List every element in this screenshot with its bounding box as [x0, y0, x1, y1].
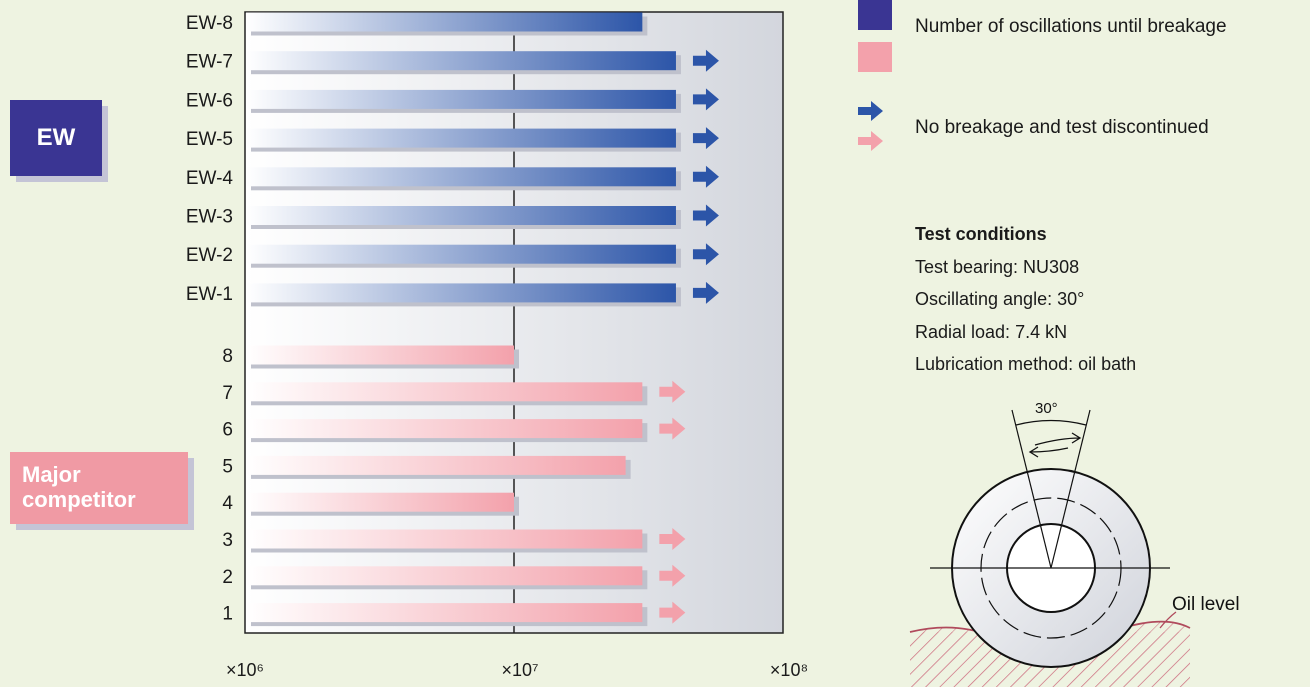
ew-bar-ew-6 [246, 89, 676, 109]
competitor-discontinued-arrow-icon-1 [659, 601, 686, 624]
ew-category-label-ew-1: EW-1 [186, 284, 233, 305]
competitor-category-label-7: 7 [222, 383, 233, 404]
ew-category-label-ew-3: EW-3 [186, 207, 233, 228]
ew-discontinued-arrow-icon-ew-6 [692, 88, 719, 111]
condition-radial-load: Radial load: 7.4 kN [915, 321, 1068, 342]
ew-discontinued-arrow-icon-ew-1 [692, 281, 719, 304]
ew-bar-ew-7 [246, 51, 676, 71]
competitor-category-label-6: 6 [222, 420, 233, 441]
competitor-bar-6 [246, 419, 643, 439]
ew-discontinued-arrow-icon-ew-7 [692, 49, 719, 72]
legend-arrow-ew-icon [858, 101, 883, 121]
test-conditions-title: Test conditions [915, 224, 1047, 244]
ew-category-label-ew-2: EW-2 [186, 245, 233, 266]
ew-bar-ew-8 [246, 12, 643, 32]
ew-discontinued-arrow-icon-ew-3 [692, 204, 719, 227]
condition-test-bearing: Test bearing: NU308 [915, 256, 1080, 277]
legend-swatch-ew [858, 0, 892, 30]
ew-discontinued-arrow-icon-ew-4 [692, 165, 719, 188]
competitor-bar-2 [246, 566, 643, 586]
competitor-bar-4 [246, 492, 514, 512]
ew-category-label-ew-8: EW-8 [186, 13, 233, 34]
ew-bar-ew-2 [246, 244, 676, 264]
angle-arc [1015, 419, 1087, 426]
ew-discontinued-arrow-icon-ew-2 [692, 243, 719, 266]
ew-group-label: EW [10, 100, 102, 176]
legend-swatch-competitor [858, 42, 892, 72]
oscillation-line-left [1011, 409, 1052, 569]
condition-lubrication-method: Lubrication method: oil bath [915, 354, 1137, 374]
ew-bar-ew-1 [246, 283, 676, 303]
competitor-category-label-5: 5 [222, 456, 233, 477]
competitor-category-label-2: 2 [222, 567, 233, 588]
ew-bar-ew-4 [246, 167, 676, 187]
competitor-category-label-1: 1 [222, 604, 233, 625]
competitor-category-label-4: 4 [222, 493, 233, 514]
ew-bar-ew-3 [246, 206, 676, 225]
oscillation-line-right [1050, 409, 1091, 569]
ew-category-label-ew-7: EW-7 [186, 52, 233, 73]
competitor-category-label-3: 3 [222, 530, 233, 551]
ew-category-label-ew-5: EW-5 [186, 129, 233, 150]
bearing-diagram: 30° Oil level [909, 400, 1240, 687]
x-tick-label-1: ×10⁷ [501, 660, 538, 680]
ew-discontinued-arrow-icon-ew-5 [692, 127, 719, 150]
competitor-bar-1 [246, 603, 643, 623]
legend-arrow-competitor-icon [858, 131, 883, 151]
competitor-discontinued-arrow-icon-7 [659, 380, 686, 403]
oscillation-arrow-icon [1028, 432, 1082, 458]
legend-breakage-label: Number of oscillations until breakage [915, 16, 1227, 37]
ew-bar-ew-5 [246, 128, 676, 148]
angle-label: 30° [1035, 400, 1058, 417]
competitor-bar-7 [246, 382, 643, 402]
oil-level-leader [1159, 611, 1177, 629]
legend-no-breakage-label: No breakage and test discontinued [915, 117, 1209, 138]
competitor-discontinued-arrow-icon-3 [659, 528, 686, 550]
competitor-discontinued-arrow-icon-2 [659, 564, 686, 587]
competitor-bar-5 [246, 455, 626, 475]
ew-category-label-ew-4: EW-4 [186, 168, 234, 189]
ew-category-label-ew-6: EW-6 [186, 90, 233, 111]
competitor-bar-3 [246, 529, 643, 549]
test-conditions: Test conditions Test bearing: NU308 Osci… [915, 218, 1136, 381]
competitor-bar-8 [246, 345, 514, 365]
x-tick-label-0: ×10⁶ [226, 660, 264, 680]
competitor-discontinued-arrow-icon-6 [659, 417, 686, 440]
competitor-category-label-8: 8 [222, 346, 233, 367]
oil-level-label: Oil level [1172, 594, 1240, 615]
condition-oscillating-angle: Oscillating angle: 30° [915, 289, 1085, 309]
x-tick-label-2: ×10⁸ [770, 660, 808, 680]
competitor-group-label: Major competitor [10, 452, 188, 524]
